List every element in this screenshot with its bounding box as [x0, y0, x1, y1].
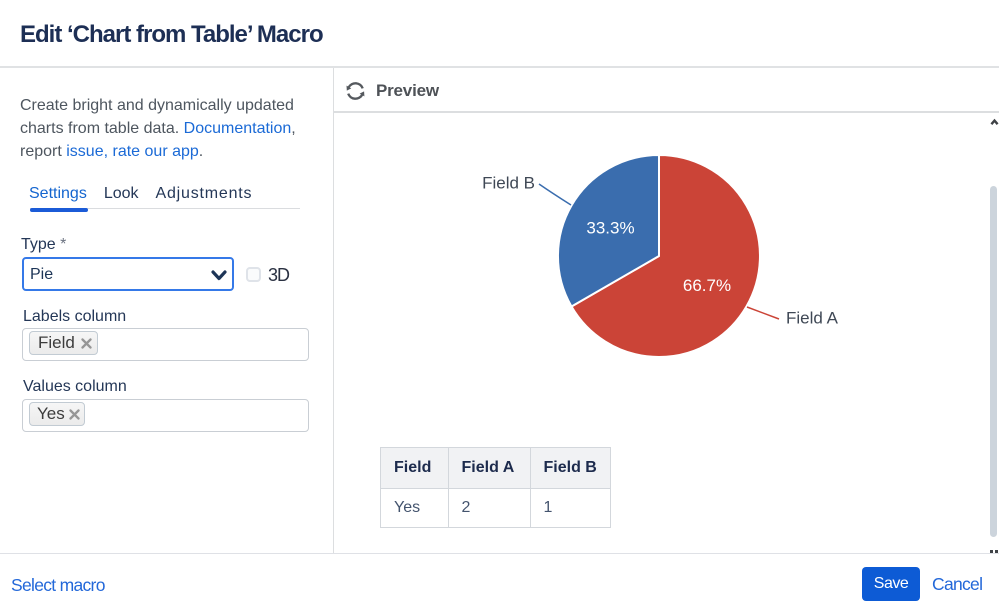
svg-text:66.7%: 66.7%: [683, 276, 731, 295]
svg-text:Field A: Field A: [786, 309, 839, 328]
svg-text:Field B: Field B: [482, 174, 535, 193]
svg-text:33.3%: 33.3%: [586, 219, 634, 238]
